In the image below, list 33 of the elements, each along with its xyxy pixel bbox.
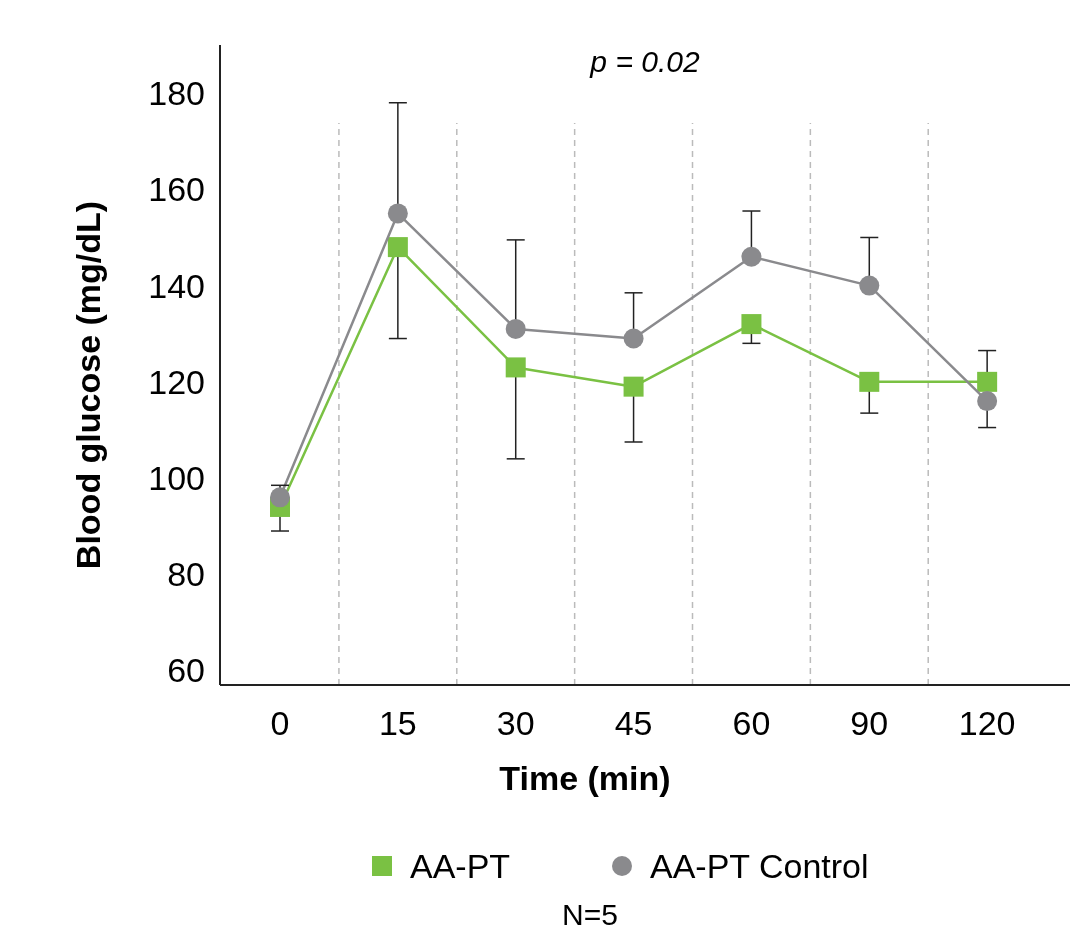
x-axis-title: Time (min) xyxy=(499,759,671,797)
y-tick-label: 60 xyxy=(167,651,205,690)
y-tick-label: 160 xyxy=(148,170,205,209)
y-tick-label: 80 xyxy=(167,555,205,594)
x-tick-label: 30 xyxy=(496,704,535,742)
x-tick-label: 45 xyxy=(614,704,653,742)
point xyxy=(859,371,880,392)
point xyxy=(741,246,762,267)
point xyxy=(623,376,644,397)
point xyxy=(505,318,526,339)
y-axis-title: Blood glucose (mg/dL) xyxy=(69,200,107,570)
point xyxy=(270,487,290,508)
point xyxy=(387,237,408,258)
y-tick-label: 100 xyxy=(148,458,205,497)
x-tick-label: 120 xyxy=(958,704,1016,742)
point xyxy=(387,203,408,224)
x-tick-label: 90 xyxy=(850,704,889,742)
y-tick-label: 180 xyxy=(148,74,205,113)
point xyxy=(977,371,998,392)
point xyxy=(977,391,998,412)
x-tick-label: 15 xyxy=(378,704,417,742)
legend-label: AA-PT Control xyxy=(650,846,869,885)
point xyxy=(623,328,644,349)
text: N=5 xyxy=(562,898,618,931)
legend-label: AA-PT xyxy=(410,846,511,885)
x-tick-label: 60 xyxy=(732,704,771,742)
point xyxy=(741,314,762,335)
point xyxy=(859,275,880,296)
y-tick-label: 140 xyxy=(148,266,205,305)
x-tick-label: 0 xyxy=(270,704,290,742)
y-tick-label: 120 xyxy=(148,362,205,401)
point xyxy=(505,357,526,378)
annotation: p = 0.02 xyxy=(589,45,700,78)
